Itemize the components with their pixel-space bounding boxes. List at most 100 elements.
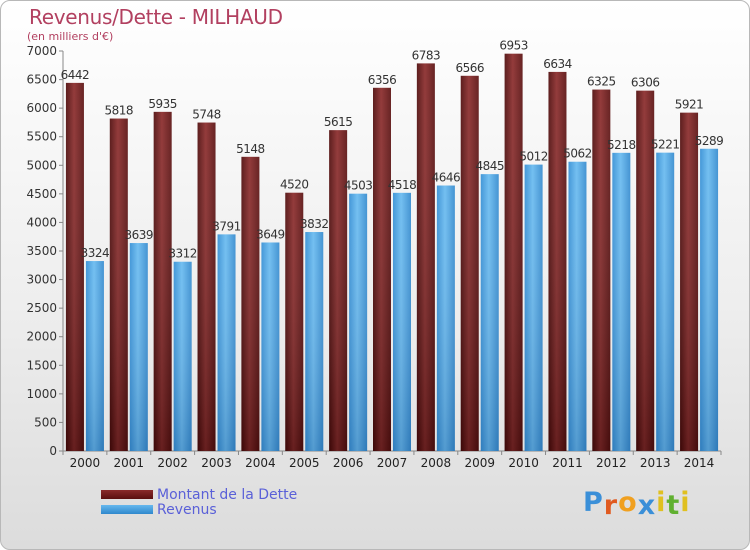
- logo-letter: i: [656, 487, 667, 518]
- legend-label-debt: Montant de la Dette: [157, 486, 298, 503]
- bar-shade-debt: [680, 112, 699, 452]
- data-label-revenue: 3312: [168, 247, 197, 261]
- bar-shade-debt: [329, 130, 348, 451]
- bar-shade-revenue: [436, 185, 455, 451]
- y-tick-label: 2000: [26, 330, 57, 344]
- bar-shade-revenue: [85, 261, 104, 451]
- x-tick-label: 2001: [114, 456, 145, 470]
- data-label-revenue: 3639: [125, 228, 154, 242]
- bar-shade-revenue: [173, 261, 192, 451]
- bar-shade-debt: [197, 122, 216, 452]
- logo-letter: t: [666, 490, 681, 521]
- data-label-revenue: 3791: [212, 219, 241, 233]
- data-label-revenue: 5062: [563, 147, 592, 161]
- data-label-revenue: 4503: [344, 179, 373, 193]
- y-tick-label: 7000: [26, 44, 57, 58]
- chart-subtitle: (en milliers d'€): [27, 30, 114, 43]
- data-label-debt: 6306: [631, 76, 660, 90]
- bar-shade-revenue: [656, 152, 675, 451]
- y-tick-label: 4000: [26, 215, 57, 229]
- legend: Montant de la Dette Revenus: [101, 486, 298, 518]
- bar-shade-debt: [153, 111, 172, 451]
- y-tick-label: 3500: [26, 244, 57, 258]
- bar-shade-debt: [65, 82, 84, 451]
- legend-item-revenue: Revenus: [101, 501, 297, 518]
- bar-shade-revenue: [349, 193, 368, 451]
- bar-shade-debt: [416, 63, 435, 452]
- data-label-revenue: 5289: [695, 134, 724, 148]
- data-label-revenue: 4646: [432, 171, 461, 185]
- logo-letter: x: [637, 490, 657, 521]
- legend-swatch-debt: [101, 490, 153, 499]
- data-label-debt: 6634: [543, 57, 572, 71]
- bar-shade-debt: [285, 192, 304, 451]
- logo-letter: P: [583, 487, 604, 518]
- bar-shade-revenue: [393, 192, 411, 452]
- bar-shade-debt: [460, 75, 479, 452]
- data-label-debt: 5615: [324, 115, 353, 129]
- x-tick-label: 2009: [464, 456, 495, 470]
- bar-shade-revenue: [129, 243, 148, 451]
- bar-shade-debt: [548, 71, 567, 452]
- data-label-debt: 6953: [499, 39, 528, 53]
- data-label-revenue: 3832: [300, 217, 329, 231]
- logo-letter: i: [680, 487, 691, 518]
- bar-shade-debt: [241, 156, 260, 452]
- data-label-debt: 6442: [61, 68, 90, 82]
- legend-swatch-revenue: [101, 505, 153, 514]
- y-tick-label: 2500: [26, 301, 57, 315]
- bar-shade-revenue: [700, 148, 719, 451]
- data-label-debt: 6356: [368, 73, 397, 87]
- x-tick-label: 2006: [333, 456, 364, 470]
- x-tick-label: 2014: [684, 456, 715, 470]
- y-tick-label: 6500: [26, 73, 57, 87]
- x-tick-label: 2005: [289, 456, 320, 470]
- bar-shade-debt: [109, 118, 128, 452]
- data-label-debt: 6325: [587, 75, 616, 89]
- data-label-revenue: 5221: [651, 138, 680, 152]
- data-label-debt: 5935: [148, 97, 177, 111]
- logo-letter: r: [603, 490, 619, 521]
- data-label-debt: 6566: [455, 61, 484, 75]
- data-label-debt: 6783: [412, 48, 441, 62]
- data-label-debt: 5748: [192, 108, 221, 122]
- bar-shade-revenue: [568, 161, 587, 451]
- logo-letter: o: [618, 487, 638, 518]
- y-tick-label: 5500: [26, 130, 57, 144]
- bar-shade-revenue: [612, 152, 631, 452]
- bar-shade-debt: [592, 89, 611, 452]
- legend-item-debt: Montant de la Dette: [101, 486, 298, 503]
- x-tick-label: 2007: [377, 456, 408, 470]
- y-tick-label: 5000: [26, 158, 57, 172]
- data-label-debt: 4520: [280, 178, 309, 192]
- x-tick-label: 2003: [201, 456, 232, 470]
- x-tick-label: 2010: [508, 456, 539, 470]
- bar-shade-revenue: [305, 232, 324, 451]
- x-tick-label: 2011: [552, 456, 583, 470]
- y-tick-label: 6000: [26, 101, 57, 115]
- proxiti-logo: Proxiti: [583, 487, 691, 521]
- bar-shade-revenue: [261, 242, 280, 451]
- chart-title: Revenus/Dette - MILHAUD: [29, 5, 283, 29]
- data-label-debt: 5818: [105, 104, 134, 118]
- data-label-debt: 5148: [236, 142, 265, 156]
- x-tick-label: 2002: [157, 456, 188, 470]
- data-label-revenue: 4518: [388, 178, 417, 192]
- y-tick-label: 500: [34, 415, 57, 429]
- y-tick-label: 1500: [26, 358, 57, 372]
- x-tick-label: 2000: [70, 456, 101, 470]
- bar-shade-revenue: [480, 174, 499, 451]
- x-tick-label: 2008: [421, 456, 452, 470]
- x-tick-label: 2004: [245, 456, 276, 470]
- legend-label-revenue: Revenus: [157, 501, 217, 518]
- bar-shade-revenue: [217, 234, 236, 451]
- data-label-revenue: 5012: [519, 150, 548, 164]
- x-tick-label: 2012: [596, 456, 627, 470]
- data-label-revenue: 5218: [607, 138, 636, 152]
- data-label-revenue: 4845: [475, 159, 504, 173]
- data-label-debt: 5921: [675, 98, 704, 112]
- bar-shade-revenue: [524, 164, 543, 451]
- y-tick-label: 0: [49, 444, 57, 458]
